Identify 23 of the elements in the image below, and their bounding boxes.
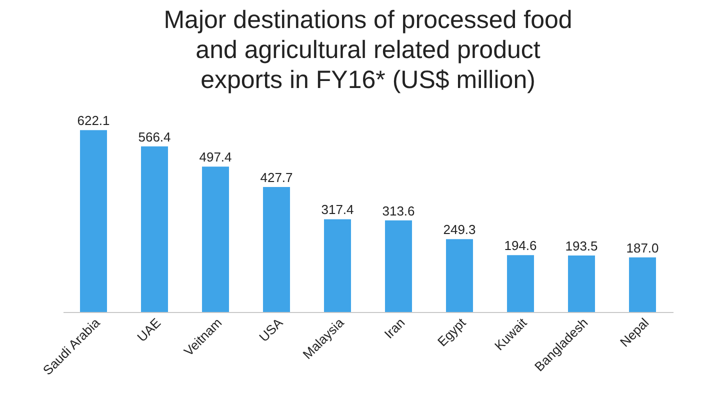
data-label: 313.6 <box>382 203 415 218</box>
bar <box>568 255 595 312</box>
bar <box>80 130 107 312</box>
bar <box>324 219 351 312</box>
data-label: 427.7 <box>260 170 293 185</box>
data-label: 249.3 <box>443 222 476 238</box>
data-label: 317.4 <box>321 202 354 218</box>
bar <box>507 255 534 312</box>
data-label: 194.6 <box>504 238 537 254</box>
bar <box>385 220 412 312</box>
bar <box>446 239 473 312</box>
bar <box>629 257 656 312</box>
x-tick-label: Iran <box>381 315 408 342</box>
data-label: 566.4 <box>138 129 171 144</box>
bar <box>202 166 229 312</box>
chart-title: Major destinations of processed food and agricultural related product exports in FY16* (US$ million) <box>164 6 572 94</box>
data-label: 497.4 <box>199 150 232 165</box>
data-label: 193.5 <box>565 238 598 254</box>
data-label: 622.1 <box>77 113 110 128</box>
x-tick-label: USA <box>256 314 286 345</box>
bar <box>141 146 168 312</box>
data-label: 187.0 <box>626 240 659 256</box>
bar <box>263 186 290 312</box>
